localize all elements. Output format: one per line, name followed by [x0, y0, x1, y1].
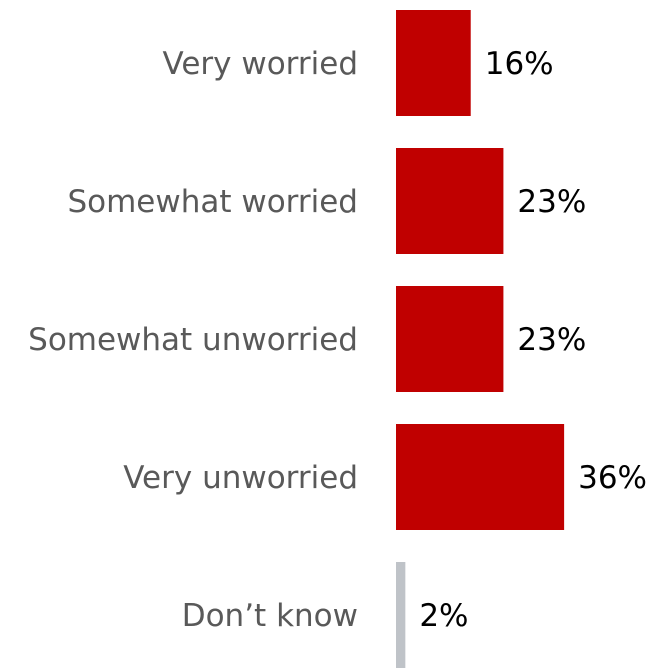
bar: [396, 562, 406, 668]
value-labels: 16% 23% 23% 36% 2%: [419, 46, 647, 634]
category-label: Very worried: [163, 46, 358, 82]
data-label: 2%: [419, 598, 468, 634]
category-label: Very unworried: [123, 460, 358, 496]
bar: [396, 148, 504, 254]
bar: [396, 10, 471, 116]
bar: [396, 286, 504, 392]
data-label: 23%: [517, 322, 586, 358]
bar: [396, 424, 565, 530]
data-label: 23%: [517, 184, 586, 220]
category-labels: Very worried Somewhat worried Somewhat unw…: [28, 46, 358, 634]
category-label: Somewhat worried: [67, 184, 358, 220]
data-label: 16%: [485, 46, 554, 82]
data-label: 36%: [578, 460, 647, 496]
category-label: Don’t know: [182, 598, 358, 634]
bars: [396, 10, 565, 668]
category-label: Somewhat unworried: [28, 322, 358, 358]
